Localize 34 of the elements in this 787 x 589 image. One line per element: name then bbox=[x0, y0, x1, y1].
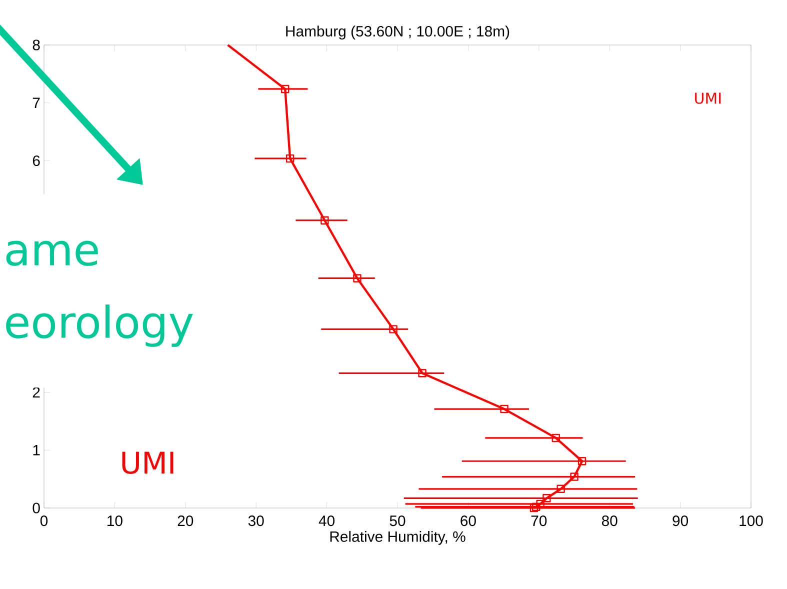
annotation: UMI bbox=[122, 452, 174, 474]
x-axis-title: Relative Humidity, % bbox=[330, 530, 466, 545]
x-tick-label: 100 bbox=[740, 516, 763, 526]
x-tick-label: 10 bbox=[108, 516, 122, 526]
x-tick-label: 60 bbox=[460, 516, 476, 526]
chart-title: Hamburg (53.60N ; 10.00E ; 18m) bbox=[286, 26, 510, 40]
point bbox=[320, 216, 329, 224]
point bbox=[418, 369, 426, 378]
point bbox=[556, 484, 565, 493]
point bbox=[280, 84, 290, 94]
x-tick-label: 20 bbox=[178, 516, 194, 526]
y-tick-label: 8 bbox=[32, 40, 40, 50]
y-tick-label: 1 bbox=[33, 444, 40, 456]
annotation: ame bbox=[6, 240, 98, 266]
y-tick-label: 0 bbox=[32, 502, 40, 514]
point bbox=[542, 494, 551, 502]
annotation: UMI bbox=[695, 92, 721, 104]
point bbox=[578, 457, 586, 466]
x-tick-label: 70 bbox=[531, 516, 547, 526]
point bbox=[552, 434, 560, 442]
y-tick-label: 6 bbox=[32, 155, 40, 166]
point bbox=[570, 472, 578, 481]
x-tick-label: 40 bbox=[318, 516, 335, 526]
point bbox=[500, 404, 508, 414]
point bbox=[353, 274, 362, 282]
x-tick-label: 0 bbox=[40, 516, 48, 526]
x-tick-label: 50 bbox=[390, 516, 406, 526]
x-tick-label: 30 bbox=[248, 516, 264, 526]
y-tick-label: 7 bbox=[32, 98, 40, 108]
annotation: eorology bbox=[6, 304, 193, 347]
x-tick-label: 90 bbox=[672, 516, 688, 526]
point bbox=[286, 154, 294, 163]
point bbox=[389, 325, 398, 334]
x-tick-label: 80 bbox=[602, 516, 618, 526]
